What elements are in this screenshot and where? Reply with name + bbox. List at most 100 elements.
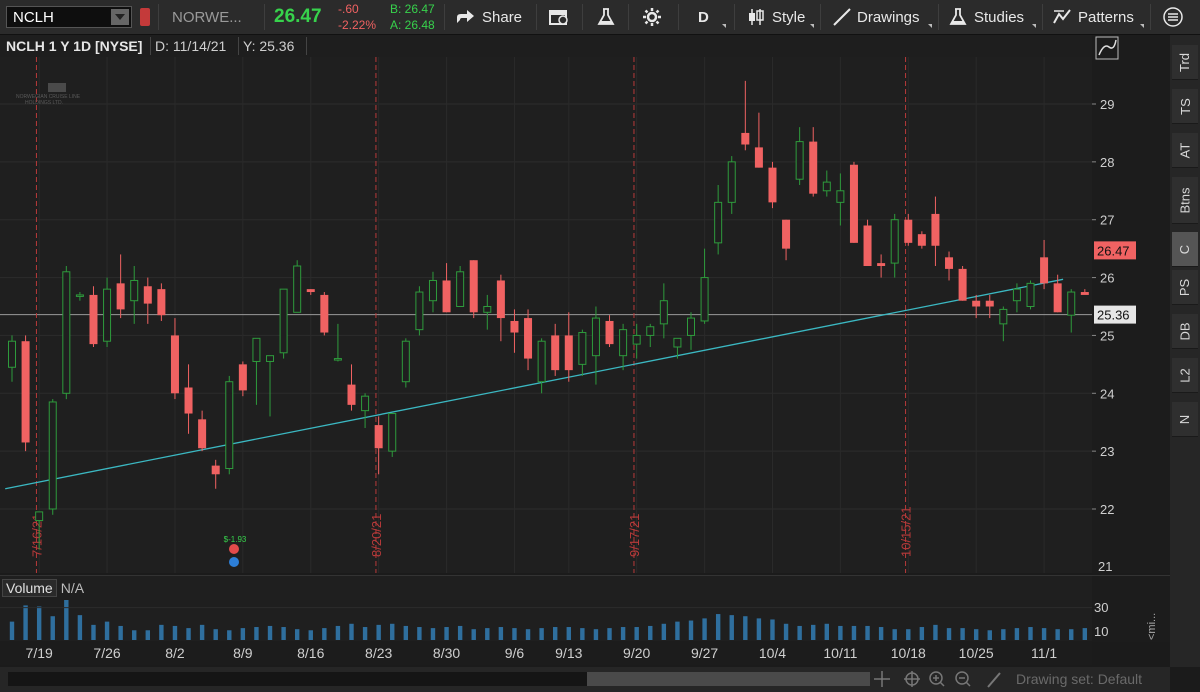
candle[interactable] <box>75 292 84 301</box>
candle[interactable] <box>333 323 342 362</box>
candle[interactable] <box>374 416 383 475</box>
tab-db[interactable]: DB <box>1172 314 1198 349</box>
candle[interactable] <box>1026 280 1035 310</box>
candle[interactable] <box>714 185 723 255</box>
style-button[interactable]: Style <box>746 0 805 34</box>
candle[interactable] <box>347 364 356 411</box>
candle[interactable] <box>809 127 818 197</box>
candle[interactable] <box>1080 289 1089 295</box>
candle[interactable] <box>225 375 234 475</box>
candle[interactable] <box>605 315 614 347</box>
candle[interactable] <box>279 288 288 359</box>
candle[interactable] <box>198 410 207 452</box>
candle[interactable] <box>143 277 152 324</box>
tab-l2[interactable]: L2 <box>1172 358 1198 393</box>
candle[interactable] <box>958 266 967 301</box>
fit-icon[interactable] <box>1095 36 1119 60</box>
candle[interactable] <box>442 263 451 313</box>
candle[interactable] <box>428 271 437 313</box>
candle[interactable] <box>89 286 98 347</box>
pencil-icon[interactable] <box>986 669 1002 689</box>
candle[interactable] <box>415 286 424 336</box>
candle[interactable] <box>985 294 994 319</box>
candle[interactable] <box>849 161 858 243</box>
candle[interactable] <box>103 277 112 347</box>
candle[interactable] <box>659 283 668 339</box>
candle[interactable] <box>619 323 628 371</box>
aggregation-period[interactable]: D <box>698 8 709 26</box>
candle[interactable] <box>972 294 981 319</box>
tab-c[interactable]: C <box>1172 232 1198 267</box>
candle[interactable] <box>266 355 275 417</box>
candle[interactable] <box>904 213 913 246</box>
candle[interactable] <box>836 173 845 226</box>
candle[interactable] <box>564 312 573 382</box>
candle[interactable] <box>320 292 329 336</box>
more-button[interactable] <box>1160 0 1186 34</box>
candle[interactable] <box>537 338 546 394</box>
candle[interactable] <box>469 260 478 319</box>
candle[interactable] <box>754 112 763 168</box>
candle[interactable] <box>700 248 709 324</box>
candle[interactable] <box>238 361 247 397</box>
candle[interactable] <box>1012 283 1021 313</box>
patterns-button[interactable]: Patterns <box>1052 0 1134 34</box>
event-icon[interactable] <box>229 557 239 567</box>
candle[interactable] <box>646 323 655 347</box>
candle[interactable] <box>21 335 30 452</box>
candle[interactable] <box>252 337 261 405</box>
pan-icon[interactable] <box>874 671 890 687</box>
candle[interactable] <box>184 364 193 434</box>
chevron-down-icon[interactable] <box>111 9 129 25</box>
candle[interactable] <box>1053 274 1062 313</box>
flask-button[interactable] <box>596 0 616 34</box>
candle[interactable] <box>673 337 682 359</box>
candle[interactable] <box>361 393 370 428</box>
candle[interactable] <box>591 306 600 385</box>
candle[interactable] <box>35 511 44 550</box>
drawing-set-label[interactable]: Drawing set: Default <box>1016 671 1143 687</box>
time-axis[interactable]: 7/19 7/26 8/2 8/9 8/16 8/23 8/30 9/6 9/13 9/20 9/2… <box>0 641 1092 665</box>
candle[interactable] <box>306 289 315 295</box>
candle[interactable] <box>496 274 505 342</box>
candle[interactable] <box>632 323 641 359</box>
candle[interactable] <box>687 312 695 350</box>
flag-icon[interactable] <box>140 8 150 26</box>
candle[interactable] <box>293 260 302 313</box>
symbol-selector[interactable]: NCLH <box>6 6 132 28</box>
tab-at[interactable]: AT <box>1172 133 1198 168</box>
candle[interactable] <box>551 323 560 376</box>
price-chart-svg[interactable]: 7/16/21 8/20/21 9/17/21 10/15/21 NORWEGIAN … <box>0 57 1130 573</box>
candle[interactable] <box>917 231 926 249</box>
tab-n[interactable]: N <box>1172 402 1198 437</box>
candle[interactable] <box>945 251 954 281</box>
zoom-out-icon[interactable] <box>955 671 971 687</box>
candle[interactable] <box>157 283 166 321</box>
share-button[interactable]: Share <box>454 0 522 34</box>
candle[interactable] <box>890 213 899 278</box>
candle[interactable] <box>727 156 736 214</box>
tab-btns[interactable]: Btns <box>1172 177 1198 224</box>
candle[interactable] <box>116 254 125 319</box>
candle[interactable] <box>211 459 220 489</box>
candle[interactable] <box>510 309 519 353</box>
candle[interactable] <box>999 306 1008 342</box>
candle[interactable] <box>768 161 777 209</box>
candle[interactable] <box>388 413 397 457</box>
crosshair-icon[interactable] <box>904 671 920 687</box>
tab-trd[interactable]: Trd <box>1172 45 1198 80</box>
candle[interactable] <box>130 266 139 324</box>
candle[interactable] <box>8 335 16 382</box>
volume-pane[interactable]: Volume N/A <box>0 575 1092 642</box>
tab-ps[interactable]: PS <box>1172 270 1198 305</box>
drawings-button[interactable]: Drawings <box>832 0 920 34</box>
candle[interactable] <box>401 338 410 388</box>
candle[interactable] <box>483 294 492 330</box>
candle[interactable] <box>48 399 57 515</box>
tab-ts[interactable]: TS <box>1172 89 1198 124</box>
scrollbar-thumb[interactable] <box>587 672 870 686</box>
collapse-label[interactable]: <mi... <box>1146 612 1158 640</box>
settings-button[interactable] <box>642 0 662 34</box>
zoom-in-icon[interactable] <box>929 671 945 687</box>
candle[interactable] <box>863 219 872 266</box>
